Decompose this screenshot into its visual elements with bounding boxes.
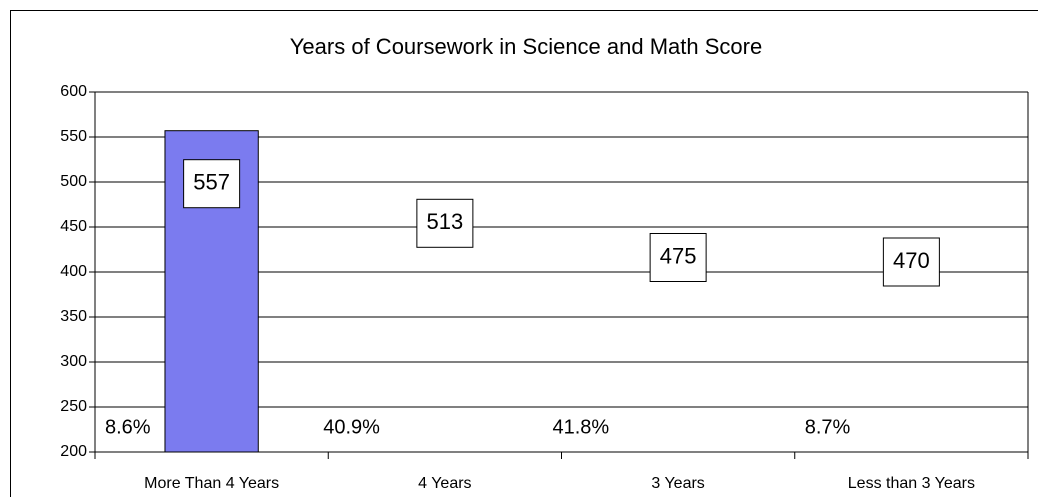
data-label-box (183, 159, 241, 209)
x-tick-label: Less than 3 Years (848, 475, 975, 492)
y-tick-label: 300 (60, 353, 87, 370)
annotation: 41.8% (553, 416, 610, 438)
y-tick-label: 450 (60, 218, 87, 235)
data-label: 557 (193, 170, 230, 195)
data-label: 513 (427, 209, 464, 234)
chart-title: Years of Coursework in Science and Math … (290, 34, 762, 59)
y-tick-label: 500 (60, 173, 87, 190)
x-tick-label: More Than 4 Years (144, 475, 279, 492)
data-label-box (882, 237, 940, 287)
data-label: 470 (893, 248, 930, 273)
y-tick-label: 200 (60, 443, 87, 460)
annotation: 8.6% (105, 416, 151, 438)
annotation: 8.7% (805, 416, 851, 438)
annotation: 40.9% (323, 416, 380, 438)
x-tick-label: 3 Years (651, 475, 704, 492)
data-label-box (649, 233, 707, 282)
y-tick-label: 600 (60, 83, 87, 100)
y-tick-label: 400 (60, 263, 87, 280)
y-tick-label: 350 (60, 308, 87, 325)
y-tick-label: 550 (60, 128, 87, 145)
x-tick-label: 4 Years (418, 475, 471, 492)
data-label: 475 (660, 243, 697, 268)
y-tick-label: 250 (60, 398, 87, 415)
data-label-box (416, 198, 474, 248)
